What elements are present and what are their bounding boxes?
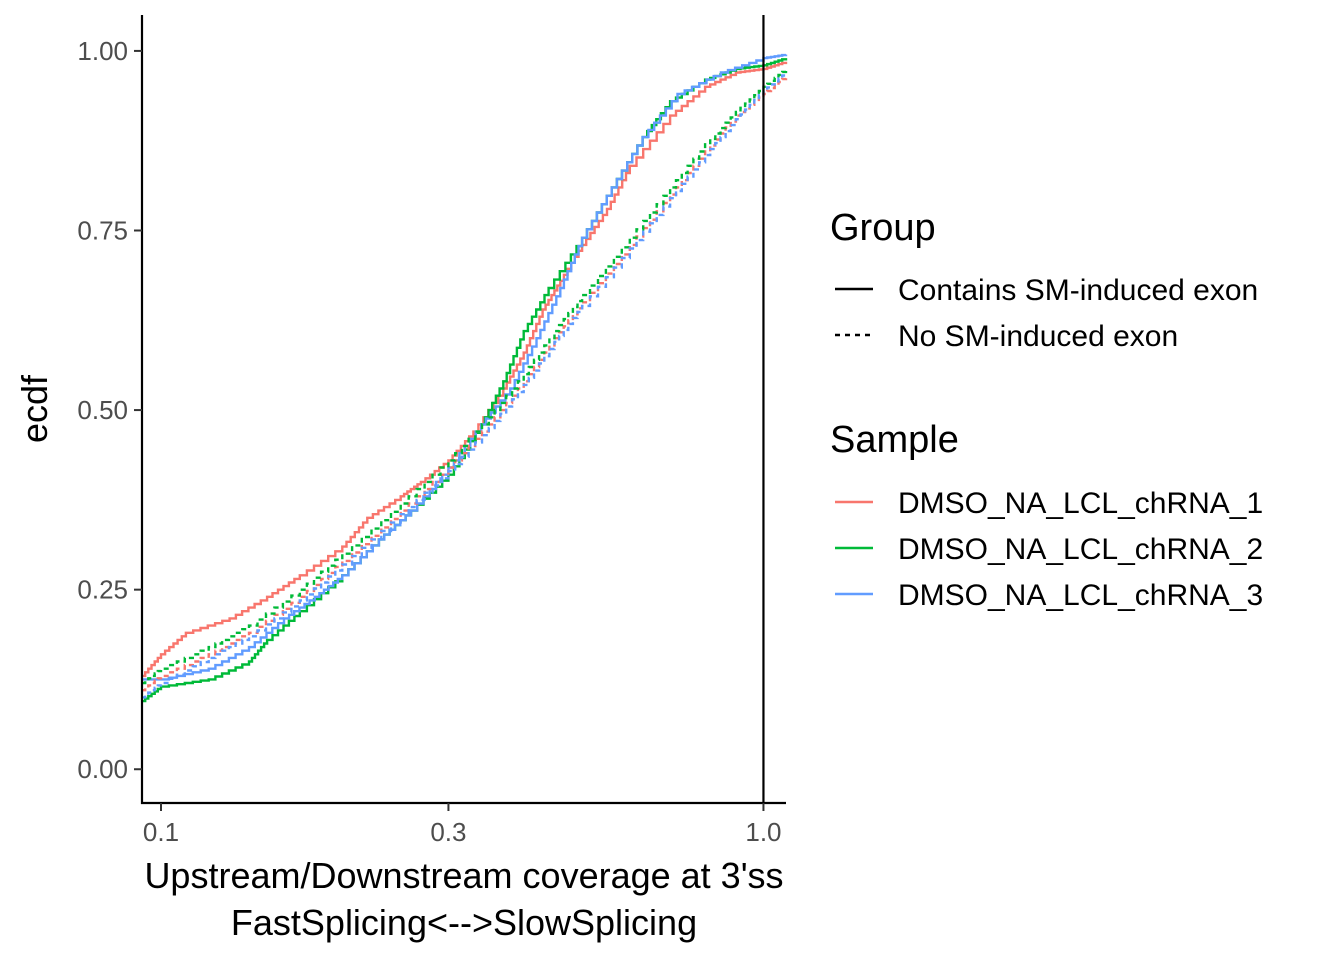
series-layer bbox=[142, 53, 788, 703]
series-line-no-sm-3 bbox=[142, 72, 788, 699]
legend-label-no: No SM-induced exon bbox=[898, 320, 1178, 353]
series-line-no-sm-2 bbox=[142, 68, 788, 685]
y-tick-label: 0.00 bbox=[77, 754, 128, 784]
y-tick-label: 0.50 bbox=[77, 395, 128, 425]
legend-sample-title: Sample bbox=[830, 419, 959, 461]
y-tick-label: 0.75 bbox=[77, 215, 128, 245]
x-tick-label: 0.1 bbox=[143, 817, 179, 847]
x-axis-title-line2: FastSplicing<-->SlowSplicing bbox=[231, 902, 697, 943]
y-ticks: 0.00 0.25 0.50 0.75 1.00 bbox=[77, 36, 142, 784]
legend: Group Contains SM-induced exon No SM-ind… bbox=[830, 207, 1263, 612]
legend-label-sample-1: DMSO_NA_LCL_chRNA_1 bbox=[898, 487, 1263, 520]
y-tick-label: 1.00 bbox=[77, 36, 128, 66]
y-axis-title: ecdf bbox=[14, 374, 55, 443]
y-tick-label: 0.25 bbox=[77, 575, 128, 605]
x-tick-label: 1.0 bbox=[745, 817, 781, 847]
series-line-contains-sm-2 bbox=[142, 58, 788, 703]
x-axis-title-line1: Upstream/Downstream coverage at 3'ss bbox=[144, 855, 783, 896]
series-line-contains-sm-1 bbox=[142, 61, 788, 678]
series-line-no-sm-1 bbox=[142, 76, 788, 692]
series-line-contains-sm-3 bbox=[142, 53, 788, 681]
x-ticks: 0.1 0.3 1.0 bbox=[143, 803, 782, 847]
legend-group-title: Group bbox=[830, 207, 936, 249]
x-tick-label: 0.3 bbox=[430, 817, 466, 847]
legend-label-contains: Contains SM-induced exon bbox=[898, 274, 1258, 307]
legend-label-sample-2: DMSO_NA_LCL_chRNA_2 bbox=[898, 533, 1263, 566]
legend-label-sample-3: DMSO_NA_LCL_chRNA_3 bbox=[898, 579, 1263, 612]
